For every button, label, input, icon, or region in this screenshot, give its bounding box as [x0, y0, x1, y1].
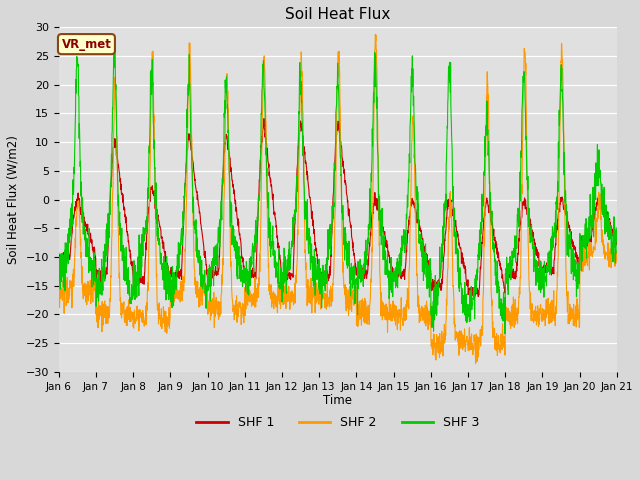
SHF 2 — [500, 340, 508, 346]
Text: VR_met: VR_met — [61, 37, 111, 50]
X-axis label: Time: Time — [323, 394, 352, 408]
SHF 1 — [613, 237, 621, 243]
SHF 3 — [564, 244, 572, 250]
SHF 3 — [211, 246, 218, 252]
SHF 2 — [472, 360, 479, 366]
Legend: SHF 1, SHF 2, SHF 3: SHF 1, SHF 2, SHF 3 — [191, 411, 484, 434]
SHF 2 — [354, 324, 362, 329]
Line: SHF 1: SHF 1 — [59, 119, 617, 297]
SHF 3 — [613, 225, 621, 231]
Line: SHF 3: SHF 3 — [59, 46, 617, 334]
SHF 3 — [55, 283, 63, 288]
SHF 3 — [354, 259, 362, 264]
SHF 2 — [372, 32, 380, 37]
SHF 3 — [501, 331, 509, 336]
SHF 1 — [500, 286, 508, 291]
SHF 2 — [564, 289, 572, 295]
SHF 1 — [564, 219, 572, 225]
SHF 3 — [366, 200, 374, 205]
SHF 1 — [211, 271, 218, 276]
SHF 3 — [111, 43, 118, 48]
SHF 2 — [613, 257, 621, 263]
SHF 1 — [366, 235, 374, 240]
SHF 1 — [354, 268, 362, 274]
Line: SHF 2: SHF 2 — [59, 35, 617, 363]
Title: Soil Heat Flux: Soil Heat Flux — [285, 7, 390, 22]
SHF 1 — [471, 294, 479, 300]
SHF 2 — [580, 249, 588, 254]
SHF 2 — [366, 300, 374, 306]
Y-axis label: Soil Heat Flux (W/m2): Soil Heat Flux (W/m2) — [7, 135, 20, 264]
SHF 1 — [260, 116, 268, 121]
SHF 3 — [580, 243, 588, 249]
SHF 3 — [500, 302, 508, 308]
SHF 2 — [55, 282, 63, 288]
SHF 1 — [55, 250, 63, 256]
SHF 2 — [211, 325, 218, 331]
SHF 1 — [580, 234, 588, 240]
